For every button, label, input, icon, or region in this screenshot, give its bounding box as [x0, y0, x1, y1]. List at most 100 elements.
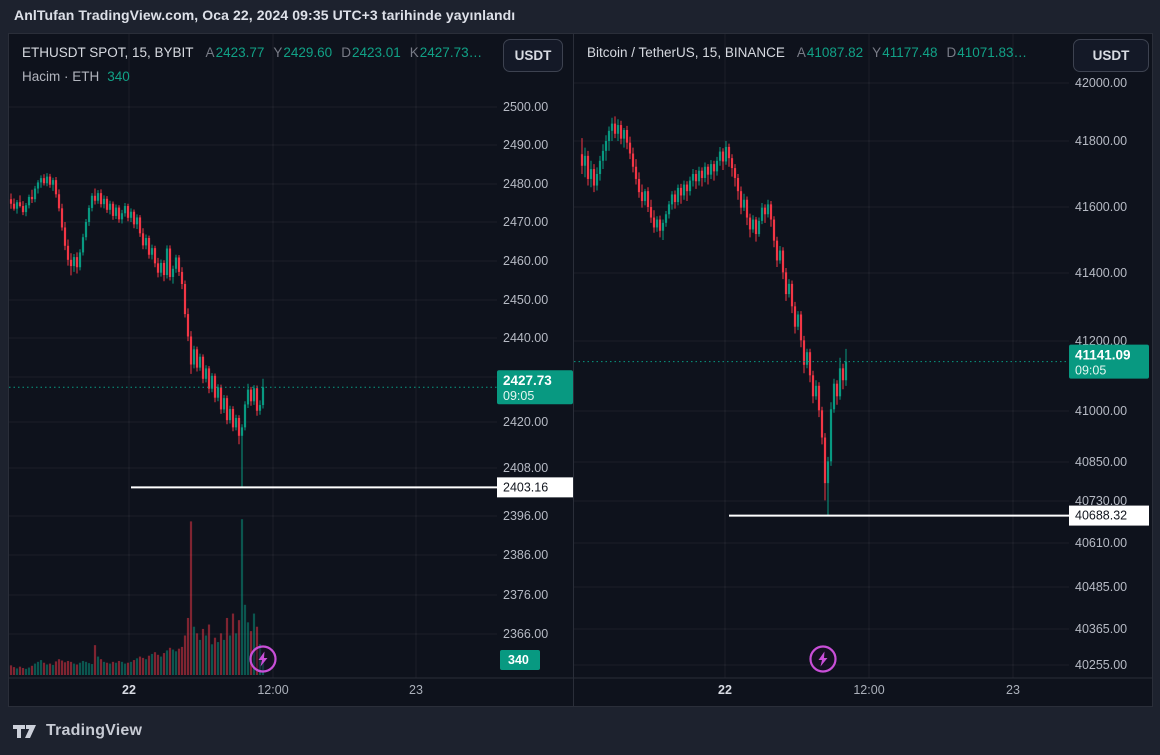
candle-body [688, 180, 692, 192]
volume-bar [24, 668, 28, 675]
level-price-badge [1069, 505, 1149, 526]
candle-body [15, 202, 19, 209]
candle-body [147, 237, 151, 255]
legend-ohlc-value: 2427.73… [419, 45, 483, 60]
candle-body [640, 192, 644, 202]
volume-bar [105, 662, 109, 675]
candle-body [231, 408, 235, 428]
level-price-value: 2403.16 [503, 480, 548, 494]
candle-body [781, 250, 785, 273]
volume-bar [192, 626, 196, 675]
volume-bar [201, 628, 205, 675]
volume-bar [180, 646, 184, 675]
legend-ohlc-value: 2423.01 [351, 45, 401, 60]
pane-ethusdt: 2500.00 2490.00 2480.00 2470.00 2460.00 2450.… [8, 33, 574, 707]
candle-body [658, 219, 662, 231]
candle-body [174, 257, 178, 269]
candle-body [589, 169, 593, 179]
price-tick-label: 40850.00 [1075, 455, 1127, 469]
volume-bar [21, 667, 25, 675]
volume-bar [96, 656, 100, 675]
candle-body [228, 408, 232, 421]
candle-body [712, 164, 716, 172]
candle-body [207, 368, 211, 389]
volume-bar [51, 664, 55, 675]
candle-body [225, 398, 229, 421]
time-label: 22 [718, 683, 732, 697]
level-price-value: 40688.32 [1075, 509, 1127, 523]
candle-body [78, 252, 82, 268]
volume-bar [243, 604, 247, 675]
candle-body [694, 174, 698, 182]
volume-bar [177, 648, 181, 675]
volume-bar [213, 637, 217, 675]
volume-badge-value: 340 [508, 653, 529, 667]
last-price-value: 41141.09 [1075, 348, 1131, 363]
candle-body [159, 262, 163, 273]
candle-body [87, 207, 91, 222]
candle-body [580, 154, 584, 166]
candle-body [132, 211, 136, 225]
candle-body [192, 349, 196, 365]
legend-symbol[interactable]: Bitcoin / TetherUS, 15, BINANCE [587, 45, 785, 60]
candle-body [670, 194, 674, 205]
candle-body [745, 199, 749, 218]
legend-symbol[interactable]: ETHUSDT SPOT, 15, BYBIT [22, 45, 194, 60]
price-tick-label: 40365.00 [1075, 622, 1127, 636]
candle-body [156, 263, 160, 273]
volume-bar [87, 663, 91, 675]
volume-bar [111, 661, 115, 675]
volume-bar [63, 662, 67, 675]
candle-body [778, 250, 782, 261]
volume-bar [78, 662, 82, 675]
price-tick-label: 41000.00 [1075, 404, 1127, 418]
price-tick-label: 2440.00 [503, 331, 548, 345]
candle-body [583, 155, 587, 166]
volume-bar [33, 663, 37, 675]
price-tick-label: 2470.00 [503, 215, 548, 229]
candle-body [757, 220, 761, 235]
candle-body [751, 219, 755, 230]
candle-body [772, 219, 776, 241]
volume-bar [204, 635, 208, 675]
candle-body [799, 314, 803, 341]
candle-body [598, 160, 602, 174]
legend-ohlc-letter: D [946, 45, 957, 60]
level-price-badge [497, 477, 573, 498]
candle-body [189, 336, 193, 365]
candle-body [748, 217, 752, 230]
candle-body [180, 271, 184, 285]
currency-toggle-button[interactable]: USDT [503, 39, 563, 72]
candle-body [243, 404, 247, 428]
volume-bar [150, 653, 154, 675]
candle-body [793, 306, 797, 327]
candle-body [96, 193, 100, 201]
candle-body [592, 169, 596, 186]
candle-body [739, 191, 743, 208]
volume-bar [216, 642, 220, 675]
volume-bar [81, 660, 85, 675]
candle-body [33, 188, 37, 200]
candle-body [39, 178, 43, 183]
volume-bar [66, 660, 70, 675]
volume-bar [246, 622, 250, 675]
volume-bar [72, 663, 76, 675]
volume-bar [198, 639, 202, 675]
legend-volume-value: 340 [107, 69, 130, 84]
volume-bar [123, 663, 127, 675]
candle-body [649, 207, 653, 218]
volume-bar [255, 626, 259, 675]
price-tick-label: 40255.00 [1075, 658, 1127, 672]
currency-toggle-button[interactable]: USDT [1073, 39, 1149, 72]
price-tick-label: 2396.00 [503, 509, 548, 523]
candle-body [36, 182, 40, 189]
candle-body [586, 155, 590, 179]
candle-body [204, 368, 208, 379]
candle-body [637, 178, 641, 193]
candle-body [679, 187, 683, 196]
candle-body [51, 180, 55, 185]
price-tick-label: 2386.00 [503, 548, 548, 562]
candle-body [141, 233, 145, 246]
volume-bar [39, 660, 43, 675]
volume-bar [75, 664, 79, 675]
